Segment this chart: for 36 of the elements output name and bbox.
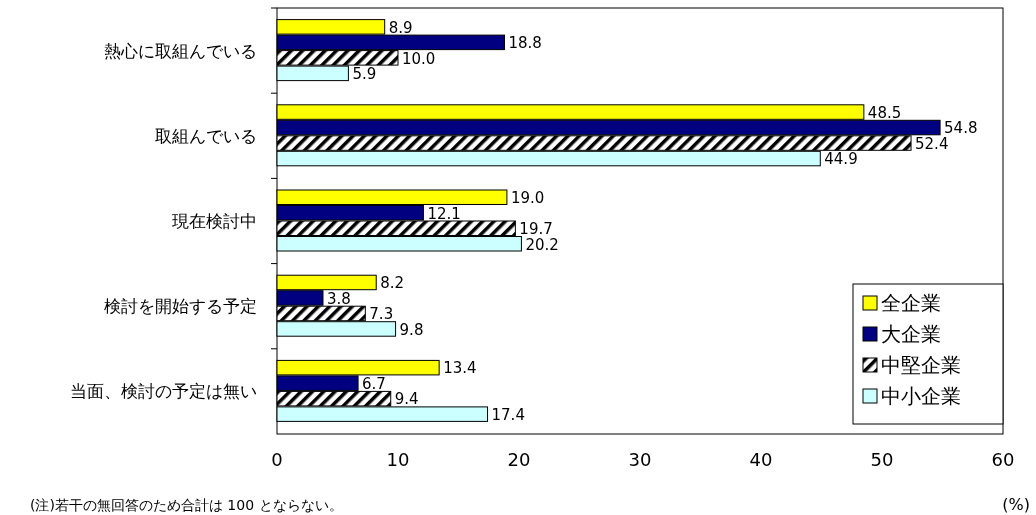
x-tick-label: 40 — [749, 449, 773, 470]
x-tick-label: 20 — [507, 449, 531, 470]
text: (注)若干の無回答のため合計は 100 とならない。 — [30, 497, 343, 513]
y-tick-label: 当面、検討の予定は無い — [70, 381, 257, 402]
data-label: 12.1 — [427, 204, 461, 223]
y-tick-label: 検討を開始する予定 — [104, 296, 257, 317]
data-label: 17.4 — [491, 405, 525, 424]
data-label: 48.5 — [867, 103, 902, 122]
x-tick-label: 30 — [628, 449, 652, 470]
data-label: 8.9 — [388, 18, 413, 37]
y-tick-label: 熱心に取組んでいる — [104, 40, 257, 61]
data-label: 7.3 — [369, 305, 394, 324]
x-tick-label: 0 — [271, 449, 283, 470]
legend-label: 中小企業 — [881, 384, 961, 408]
y-tick-label: 取組んでいる — [155, 125, 257, 146]
data-label: 19.7 — [519, 220, 553, 238]
legend-label: 大企業 — [881, 322, 941, 346]
data-label: 6.7 — [362, 374, 386, 393]
data-label: 3.8 — [326, 289, 351, 308]
data-label: 18.8 — [508, 34, 542, 53]
data-label: 9.8 — [399, 320, 424, 339]
data-label: 5.9 — [352, 65, 377, 84]
data-label: 9.4 — [394, 390, 419, 409]
legend-label: 全企業 — [881, 291, 941, 315]
legend-label: 中堅企業 — [881, 353, 961, 377]
data-label: 10.0 — [402, 49, 436, 68]
data-label: 20.2 — [525, 235, 559, 254]
data-label: 13.4 — [443, 359, 477, 378]
x-tick-label: 50 — [870, 449, 894, 470]
x-axis-title: (%) — [1002, 495, 1030, 514]
data-label: 8.2 — [380, 274, 405, 293]
x-tick-label: 60 — [991, 449, 1015, 470]
data-label: 19.0 — [510, 189, 545, 207]
y-tick-label: 現在検討中 — [172, 210, 257, 231]
x-tick-label: 10 — [386, 449, 410, 470]
data-label: 44.9 — [824, 150, 858, 169]
